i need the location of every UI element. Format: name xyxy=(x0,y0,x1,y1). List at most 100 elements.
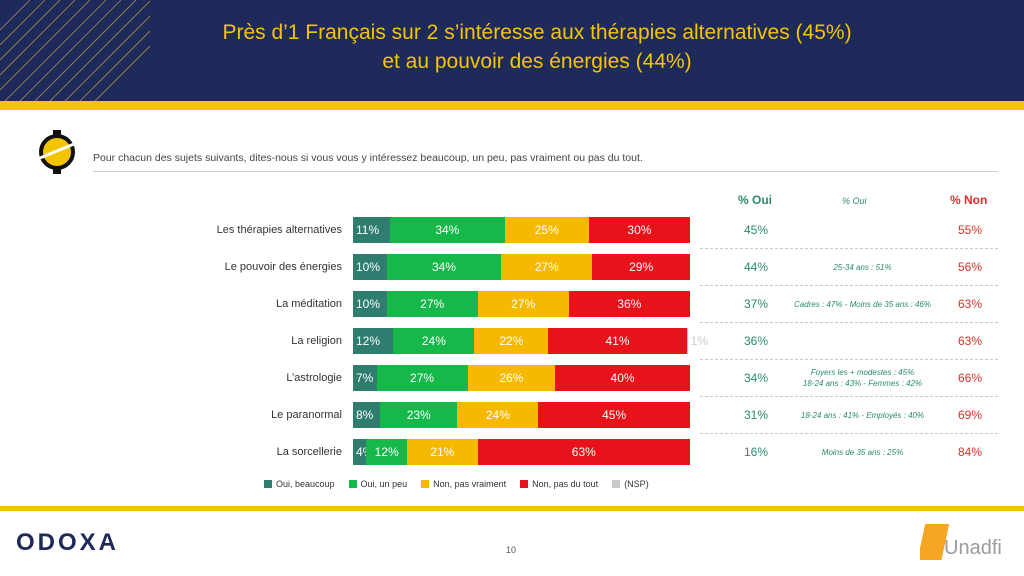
row-label: Le paranormal xyxy=(271,409,342,421)
bar-segment: 23% xyxy=(379,402,458,428)
title-line-2: et au pouvoir des énergies (44%) xyxy=(382,50,692,73)
row-oui-total: 34% xyxy=(744,371,769,385)
row-oui-total: 36% xyxy=(744,334,769,348)
header-accent-bar xyxy=(0,101,1024,110)
bar-segment: 34% xyxy=(386,254,502,280)
legend-label: Non, pas vraiment xyxy=(433,479,507,489)
footer-accent-bar xyxy=(0,506,1024,511)
legend-swatch xyxy=(348,480,357,488)
row-separator xyxy=(700,396,998,397)
chart-row: Les thérapies alternatives 11% 34% 25% 30% 45… xyxy=(0,217,1024,254)
row-non-total: 66% xyxy=(958,371,983,385)
bar-segment: 10% xyxy=(353,254,387,280)
row-non-total: 56% xyxy=(958,260,983,274)
row-label: L’astrologie xyxy=(286,372,342,384)
chart-row: Le pouvoir des énergies 10% 34% 27% 29% 44% 25… xyxy=(0,254,1024,291)
chart-legend: Oui, beaucoup Oui, un peu Non, pas vraim… xyxy=(264,479,663,489)
stacked-bar: 8% 23% 24% 45% xyxy=(353,402,690,428)
row-label: La religion xyxy=(291,335,342,347)
bar-segment: 63% xyxy=(477,439,690,465)
row-oui-detail: 18-24 ans : 41% - Employés : 40% xyxy=(800,410,925,420)
page-title: Près d’1 Français sur 2 s’intéresse aux … xyxy=(60,18,1014,76)
bar-segment: 27% xyxy=(501,254,593,280)
row-oui-total: 45% xyxy=(744,223,769,237)
legend-item: (NSP) xyxy=(612,479,649,489)
row-oui-total: 16% xyxy=(744,445,769,459)
row-oui-detail xyxy=(775,217,950,243)
bar-label-nsp: 1% xyxy=(690,334,708,348)
stacked-bar: 10% 34% 27% 29% xyxy=(353,254,690,280)
row-separator xyxy=(700,433,998,434)
bar-segment: 8% xyxy=(353,402,380,428)
row-oui-detail: 25-34 ans : 51% xyxy=(833,262,892,272)
bar-segment: 10% xyxy=(353,291,387,317)
bar-segment: 26% xyxy=(467,365,556,391)
row-oui-detail: Moins de 35 ans : 25% xyxy=(821,447,904,457)
bar-segment: 29% xyxy=(592,254,690,280)
row-label: Le pouvoir des énergies xyxy=(224,261,342,273)
row-oui-detail: Cadres : 47% - Moins de 35 ans : 46% xyxy=(794,299,931,309)
legend-label: Non, pas du tout xyxy=(532,479,599,489)
bar-segment: 30% xyxy=(588,217,690,243)
bar-segment: 24% xyxy=(457,402,539,428)
header-banner: Près d’1 Français sur 2 s’intéresse aux … xyxy=(0,0,1024,101)
row-non-total: 55% xyxy=(958,223,983,237)
row-label: La sorcellerie xyxy=(276,446,342,458)
row-oui-total: 31% xyxy=(744,408,769,422)
bar-segment: 27% xyxy=(376,365,468,391)
row-separator xyxy=(700,248,998,249)
page-number: 10 xyxy=(506,545,517,555)
row-oui-total: 44% xyxy=(744,260,769,274)
row-oui-total: 37% xyxy=(744,297,769,311)
legend-label: (NSP) xyxy=(624,479,649,489)
bar-segment: 11% xyxy=(353,217,391,243)
col-non-header: % Non xyxy=(950,193,988,207)
bar-segment: 7% xyxy=(353,365,377,391)
bar-segment: 24% xyxy=(393,328,475,354)
row-non-total: 84% xyxy=(958,445,983,459)
chart-row: Le paranormal 8% 23% 24% 45% 31% 18-24 ans : 4… xyxy=(0,402,1024,439)
bar-segment-nsp xyxy=(686,328,689,354)
legend-swatch xyxy=(612,480,621,488)
col-oui-header: % Oui xyxy=(738,193,773,207)
row-separator xyxy=(700,322,998,323)
title-line-1: Près d’1 Français sur 2 s’intéresse aux … xyxy=(222,21,852,44)
stacked-bar: 11% 34% 25% 30% xyxy=(353,217,690,243)
legend-item: Oui, un peu xyxy=(348,479,408,489)
stacked-bar: 7% 27% 26% 40% xyxy=(353,365,690,391)
chart-row: La sorcellerie 4% 12% 21% 63% 16% Moins de 35 … xyxy=(0,439,1024,476)
stacked-bar: 4% 12% 21% 63% xyxy=(353,439,690,465)
unadfi-logo-text: Unadfi xyxy=(944,537,1002,559)
legend-item: Oui, beaucoup xyxy=(264,479,335,489)
odoxa-question-icon xyxy=(39,130,75,174)
bar-segment: 27% xyxy=(477,291,569,317)
bar-segment: 12% xyxy=(353,328,394,354)
odoxa-logo: ODOXA xyxy=(16,529,120,556)
row-separator xyxy=(700,359,998,360)
legend-swatch xyxy=(264,480,272,488)
legend-label: Oui, un peu xyxy=(360,479,408,489)
col-oui-detail-header: % Oui xyxy=(842,196,867,206)
bar-segment: 45% xyxy=(538,402,690,428)
row-non-total: 69% xyxy=(958,408,983,422)
legend-item: Non, pas vraiment xyxy=(421,479,506,489)
bar-segment: 21% xyxy=(406,439,478,465)
header-pattern xyxy=(0,0,150,101)
survey-question: Pour chacun des sujets suivants, dites-n… xyxy=(93,152,643,164)
unadfi-logo: Unadfi xyxy=(920,524,1002,560)
stacked-bar: 10% 27% 27% 36% xyxy=(353,291,690,317)
chart-row: La religion 1% 12% 24% 22% 41% 36% 63% xyxy=(0,328,1024,365)
chart-row: La méditation 10% 27% 27% 36% 37% Cadres : 47%… xyxy=(0,291,1024,328)
row-label: Les thérapies alternatives xyxy=(216,224,342,236)
legend-item: Non, pas du tout xyxy=(520,479,598,489)
legend-label: Oui, beaucoup xyxy=(276,479,335,489)
row-non-total: 63% xyxy=(958,334,983,348)
stacked-bar: 12% 24% 22% 41% xyxy=(353,328,689,354)
bar-segment: 25% xyxy=(504,217,589,243)
bar-segment: 40% xyxy=(555,365,690,391)
bar-segment: 12% xyxy=(366,439,407,465)
row-oui-detail: Foyers les + modestes : 45% 18-24 ans : … xyxy=(802,368,923,388)
bar-segment: 4% xyxy=(353,439,373,465)
bar-segment: 22% xyxy=(474,328,549,354)
row-label: La méditation xyxy=(275,298,342,310)
